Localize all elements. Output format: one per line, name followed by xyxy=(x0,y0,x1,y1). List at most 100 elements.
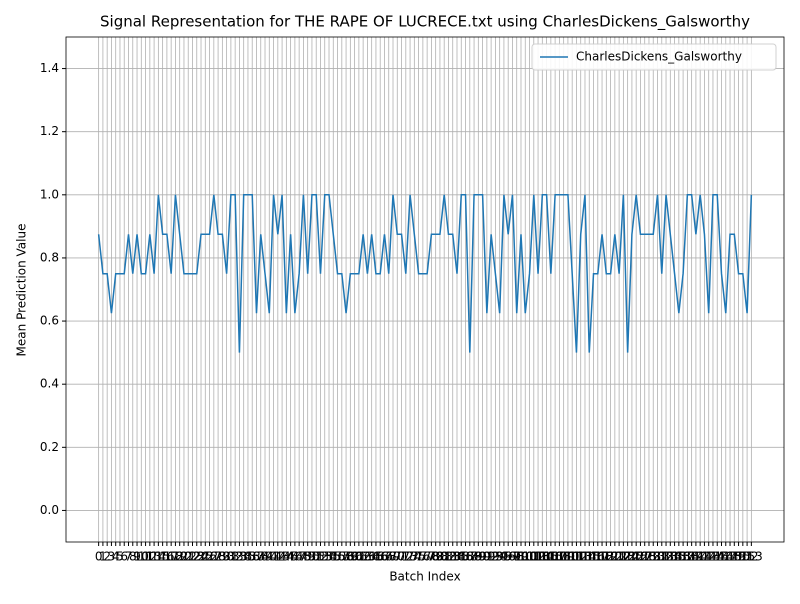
x-tick-label: 112 xyxy=(565,550,588,564)
x-tick-label: 47 xyxy=(292,550,307,564)
x-tick-label: 106 xyxy=(539,550,562,564)
x-tick-label: 21 xyxy=(181,550,196,564)
x-tick-label: 127 xyxy=(629,550,652,564)
x-tick-label: 78 xyxy=(424,550,439,564)
x-tick-label: 39 xyxy=(257,550,272,564)
x-tick-label: 33 xyxy=(232,550,247,564)
x-tick-label: 149 xyxy=(723,550,746,564)
x-tick-label: 17 xyxy=(164,550,179,564)
x-tick-label: 68 xyxy=(381,550,396,564)
x-tick-label: 73 xyxy=(402,550,417,564)
x-tick-label: 1 xyxy=(99,550,107,564)
x-tick-label: 15 xyxy=(155,550,170,564)
plot-frame xyxy=(65,36,785,543)
x-tick-label: 0 xyxy=(95,550,103,564)
x-tick-label: 137 xyxy=(672,550,695,564)
x-tick-label: 74 xyxy=(407,550,422,564)
x-tick-label: 85 xyxy=(454,550,469,564)
x-tick-label: 10 xyxy=(134,550,149,564)
x-tick-label: 135 xyxy=(663,550,686,564)
x-tick-label: 126 xyxy=(625,550,648,564)
y-tick-label: 1.2 xyxy=(40,124,59,138)
x-tick-label: 3 xyxy=(108,550,116,564)
x-tick-label: 13 xyxy=(146,550,161,564)
x-tick-label: 144 xyxy=(702,550,725,564)
x-tick-label: 108 xyxy=(548,550,571,564)
x-tick-label: 102 xyxy=(522,550,545,564)
x-tick-label: 9 xyxy=(133,550,141,564)
x-tick-label: 69 xyxy=(385,550,400,564)
x-tick-label: 117 xyxy=(586,550,609,564)
x-tick-label: 36 xyxy=(245,550,260,564)
x-tick-label: 116 xyxy=(582,550,605,564)
legend-frame xyxy=(531,43,777,71)
x-tick-label: 45 xyxy=(283,550,298,564)
x-tick-label: 52 xyxy=(313,550,328,564)
y-tick-label: 0.4 xyxy=(40,377,59,391)
x-tick-label: 6 xyxy=(120,550,128,564)
x-tick-label: 32 xyxy=(228,550,243,564)
x-tick-label: 66 xyxy=(373,550,388,564)
x-tick-label: 35 xyxy=(240,550,255,564)
x-tick-label: 23 xyxy=(189,550,204,564)
x-tick-label: 138 xyxy=(676,550,699,564)
x-tick-label: 122 xyxy=(608,550,631,564)
x-tick-label: 31 xyxy=(223,550,238,564)
x-tick-label: 93 xyxy=(488,550,503,564)
x-tick-label: 92 xyxy=(483,550,498,564)
x-tick-label: 146 xyxy=(710,550,733,564)
x-tick-label: 111 xyxy=(561,550,584,564)
x-tick-label: 123 xyxy=(612,550,635,564)
x-tick-label: 22 xyxy=(185,550,200,564)
x-tick-label: 38 xyxy=(253,550,268,564)
x-tick-label: 151 xyxy=(731,550,754,564)
x-tick-label: 95 xyxy=(496,550,511,564)
x-tick-label: 75 xyxy=(411,550,426,564)
x-tick-label: 121 xyxy=(603,550,626,564)
x-tick-label: 81 xyxy=(437,550,452,564)
y-tick-label: 1.0 xyxy=(40,187,59,201)
x-tick-label: 25 xyxy=(198,550,213,564)
x-tick-label: 65 xyxy=(368,550,383,564)
x-tick-label: 94 xyxy=(492,550,507,564)
x-tick-label: 142 xyxy=(693,550,716,564)
x-tick-label: 61 xyxy=(351,550,366,564)
y-tick-label: 0.0 xyxy=(40,503,59,517)
x-tick-label: 125 xyxy=(620,550,643,564)
x-tick-label: 99 xyxy=(513,550,528,564)
x-tick-label: 67 xyxy=(377,550,392,564)
x-tick-label: 97 xyxy=(505,550,520,564)
x-tick-label: 139 xyxy=(680,550,703,564)
x-tick-label: 63 xyxy=(360,550,375,564)
x-tick-label: 143 xyxy=(697,550,720,564)
y-tick-label: 1.4 xyxy=(40,61,59,75)
x-tick-label: 57 xyxy=(334,550,349,564)
x-tick-label: 82 xyxy=(441,550,456,564)
y-tick-label: 0.2 xyxy=(40,440,59,454)
x-tick-label: 128 xyxy=(633,550,656,564)
x-tick-label: 145 xyxy=(706,550,729,564)
x-tick-label: 56 xyxy=(330,550,345,564)
x-tick-label: 124 xyxy=(616,550,639,564)
legend-label: CharlesDickens_Galsworthy xyxy=(576,50,742,64)
x-tick-label: 91 xyxy=(479,550,494,564)
x-tick-label: 76 xyxy=(415,550,430,564)
x-tick-label: 119 xyxy=(595,550,618,564)
x-tick-label: 84 xyxy=(449,550,464,564)
x-tick-label: 71 xyxy=(394,550,409,564)
x-tick-label: 120 xyxy=(599,550,622,564)
y-tick-label: 0.6 xyxy=(40,314,59,328)
chart-title: Signal Representation for THE RAPE OF LU… xyxy=(100,13,750,32)
legend: CharlesDickens_Galsworthy xyxy=(531,43,777,71)
x-tick-label: 11 xyxy=(138,550,153,564)
x-tick-label: 51 xyxy=(309,550,324,564)
x-tick-label: 55 xyxy=(326,550,341,564)
x-tick-label: 44 xyxy=(279,550,294,564)
x-tick-label: 8 xyxy=(129,550,137,564)
x-tick-label: 86 xyxy=(458,550,473,564)
x-tick-label: 64 xyxy=(364,550,379,564)
x-tick-label: 79 xyxy=(428,550,443,564)
x-tick-label: 70 xyxy=(390,550,405,564)
x-tick-label: 104 xyxy=(531,550,554,564)
x-tick-label: 101 xyxy=(518,550,541,564)
